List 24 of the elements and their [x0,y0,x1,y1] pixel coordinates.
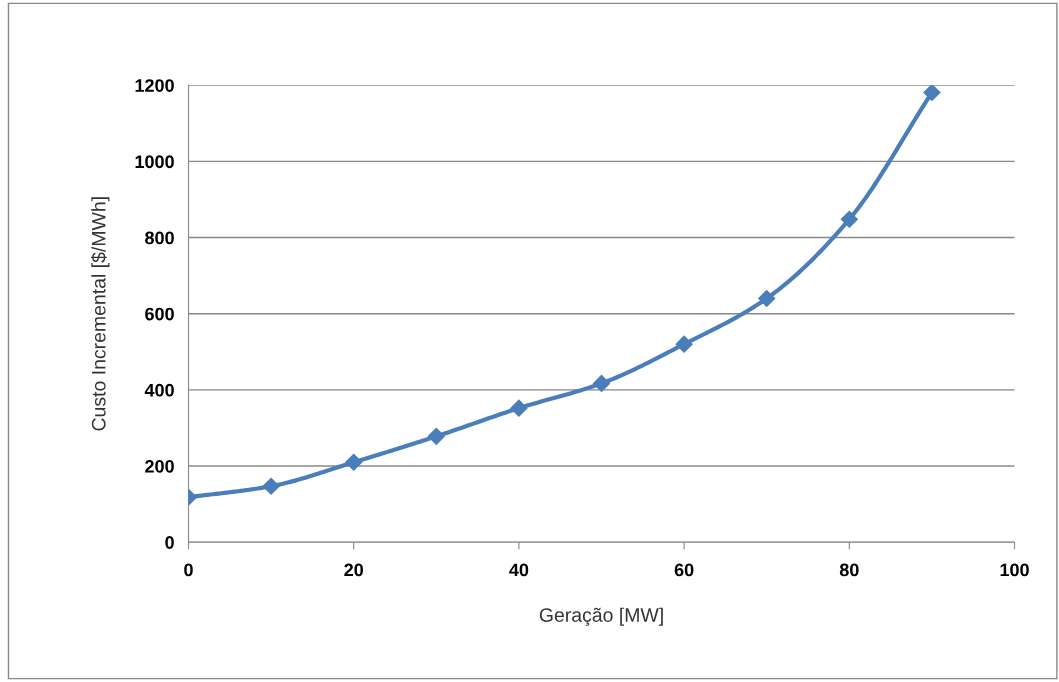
y-tick-label: 800 [145,231,174,245]
y-tick-label: 1200 [135,79,174,92]
point [758,289,776,308]
y-tick-label: 1000 [135,155,174,169]
y-tick-label: 200 [145,459,174,473]
x-tick-label: 100 [1000,563,1029,577]
point [592,374,611,392]
point [675,335,693,353]
point [345,453,363,471]
y-tick-label: 0 [165,536,174,549]
y-axis-title: Custo Incremental [$/MWh] [91,197,110,431]
point [427,427,445,445]
x-tick-label: 20 [344,563,364,577]
x-tick-label: 40 [509,563,529,577]
x-axis-title: Geração [MW] [539,607,663,626]
y-tick-label: 600 [145,307,174,321]
x-tick-label: 60 [674,563,694,577]
point [840,210,858,228]
point [262,477,280,495]
x-tick-label: 0 [184,563,193,577]
y-tick-label: 400 [144,383,174,397]
point [923,85,941,102]
point [510,399,528,417]
x-tick-label: 80 [839,563,859,577]
